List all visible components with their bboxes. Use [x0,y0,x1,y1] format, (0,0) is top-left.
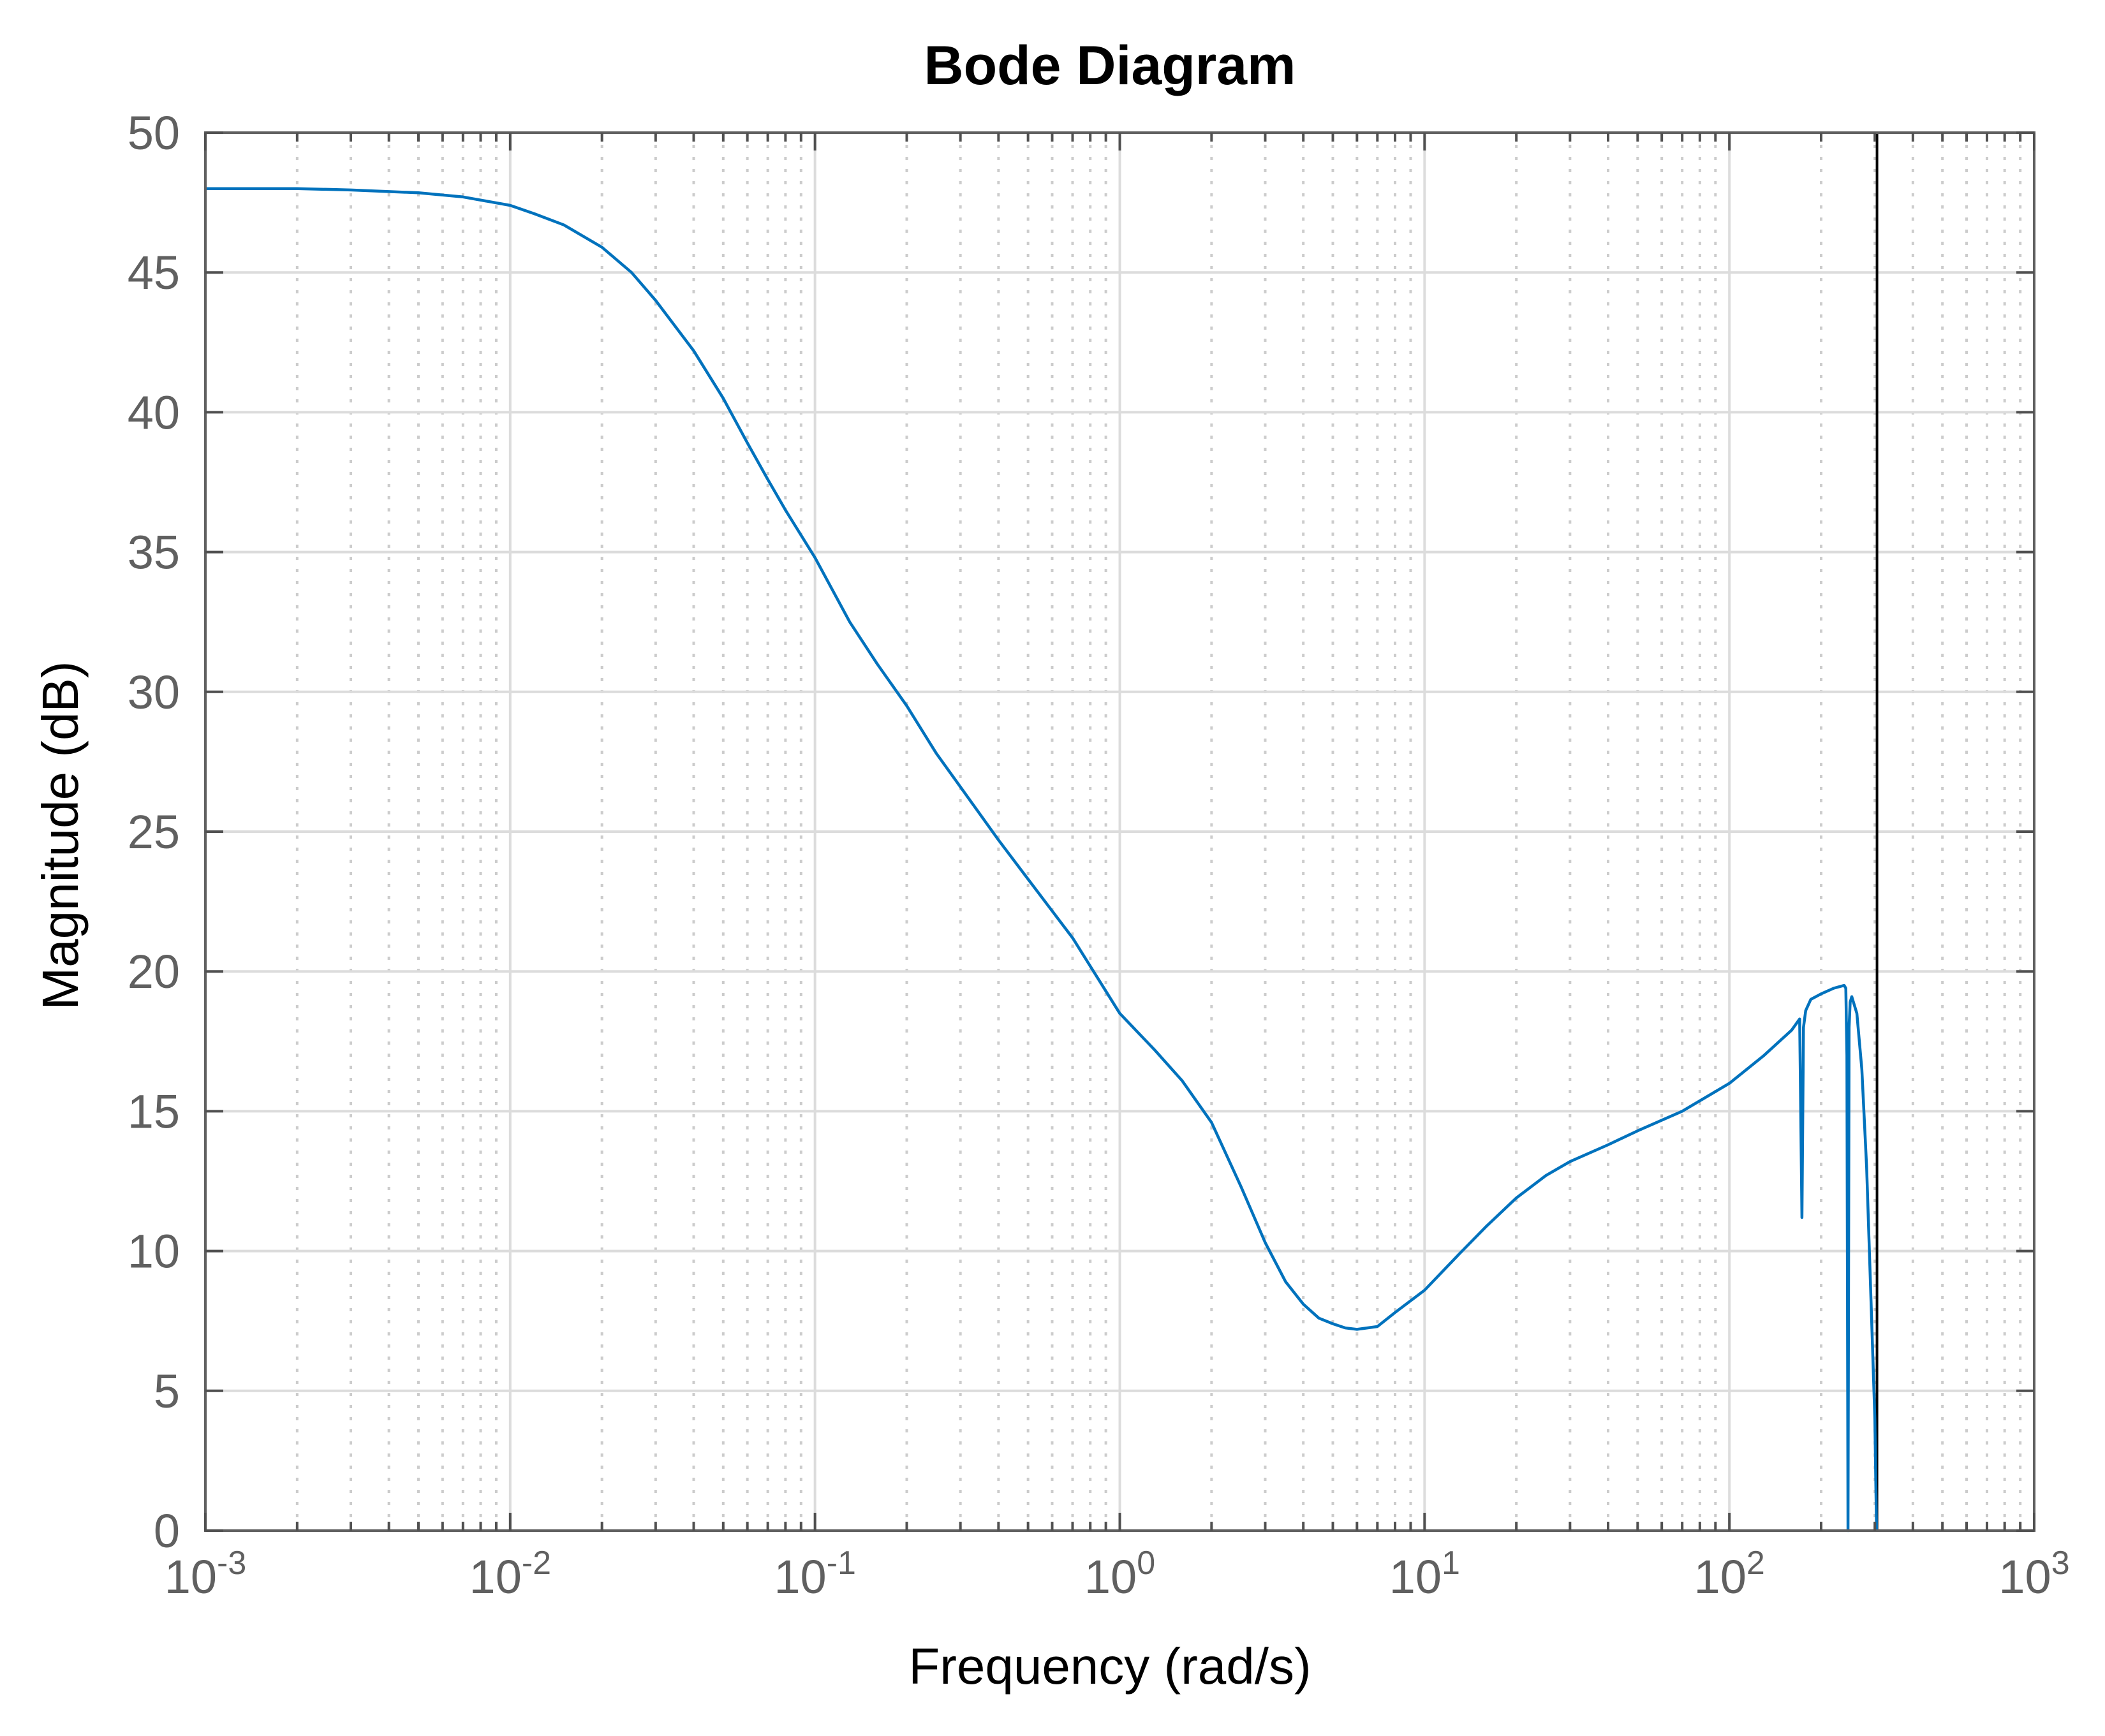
series-layer [205,187,1879,1533]
y-tick-label: 50 [128,107,180,159]
x-tick-label: 100 [1084,1545,1155,1603]
x-tick-label: 102 [1694,1545,1765,1603]
x-tick-label: 10-2 [469,1545,552,1603]
minor-x-gridlines [295,133,2022,1531]
y-tick-label: 35 [128,526,180,579]
x-tick-labels: 10-3 10-2 10-1 100 101 102 103 [165,1545,2070,1603]
y-tick-label: 30 [128,666,180,719]
y-axis-title: Magnitude (dB) [32,661,89,1010]
chart-title: Bode Diagram [924,35,1296,96]
x-tick-label: 10-1 [774,1545,856,1603]
tick-marks [204,131,2035,1532]
x-tick-label: 10-3 [165,1545,247,1603]
y-tick-labels: 0 5 10 15 20 25 30 35 40 45 50 [128,107,180,1557]
y-tick-label: 10 [128,1225,180,1278]
y-tick-label: 45 [128,246,180,299]
magnitude-series-line [205,187,1879,1533]
y-tick-label: 5 [154,1365,180,1418]
x-tick-label: 103 [1998,1545,2069,1603]
y-tick-label: 20 [128,945,180,998]
y-tick-label: 15 [128,1085,180,1138]
y-tick-label: 40 [128,386,180,439]
y-tick-label: 25 [128,805,180,858]
y-tick-label: 0 [154,1504,180,1557]
x-axis-title: Frequency (rad/s) [908,1638,1311,1695]
x-tick-label: 101 [1389,1545,1460,1603]
